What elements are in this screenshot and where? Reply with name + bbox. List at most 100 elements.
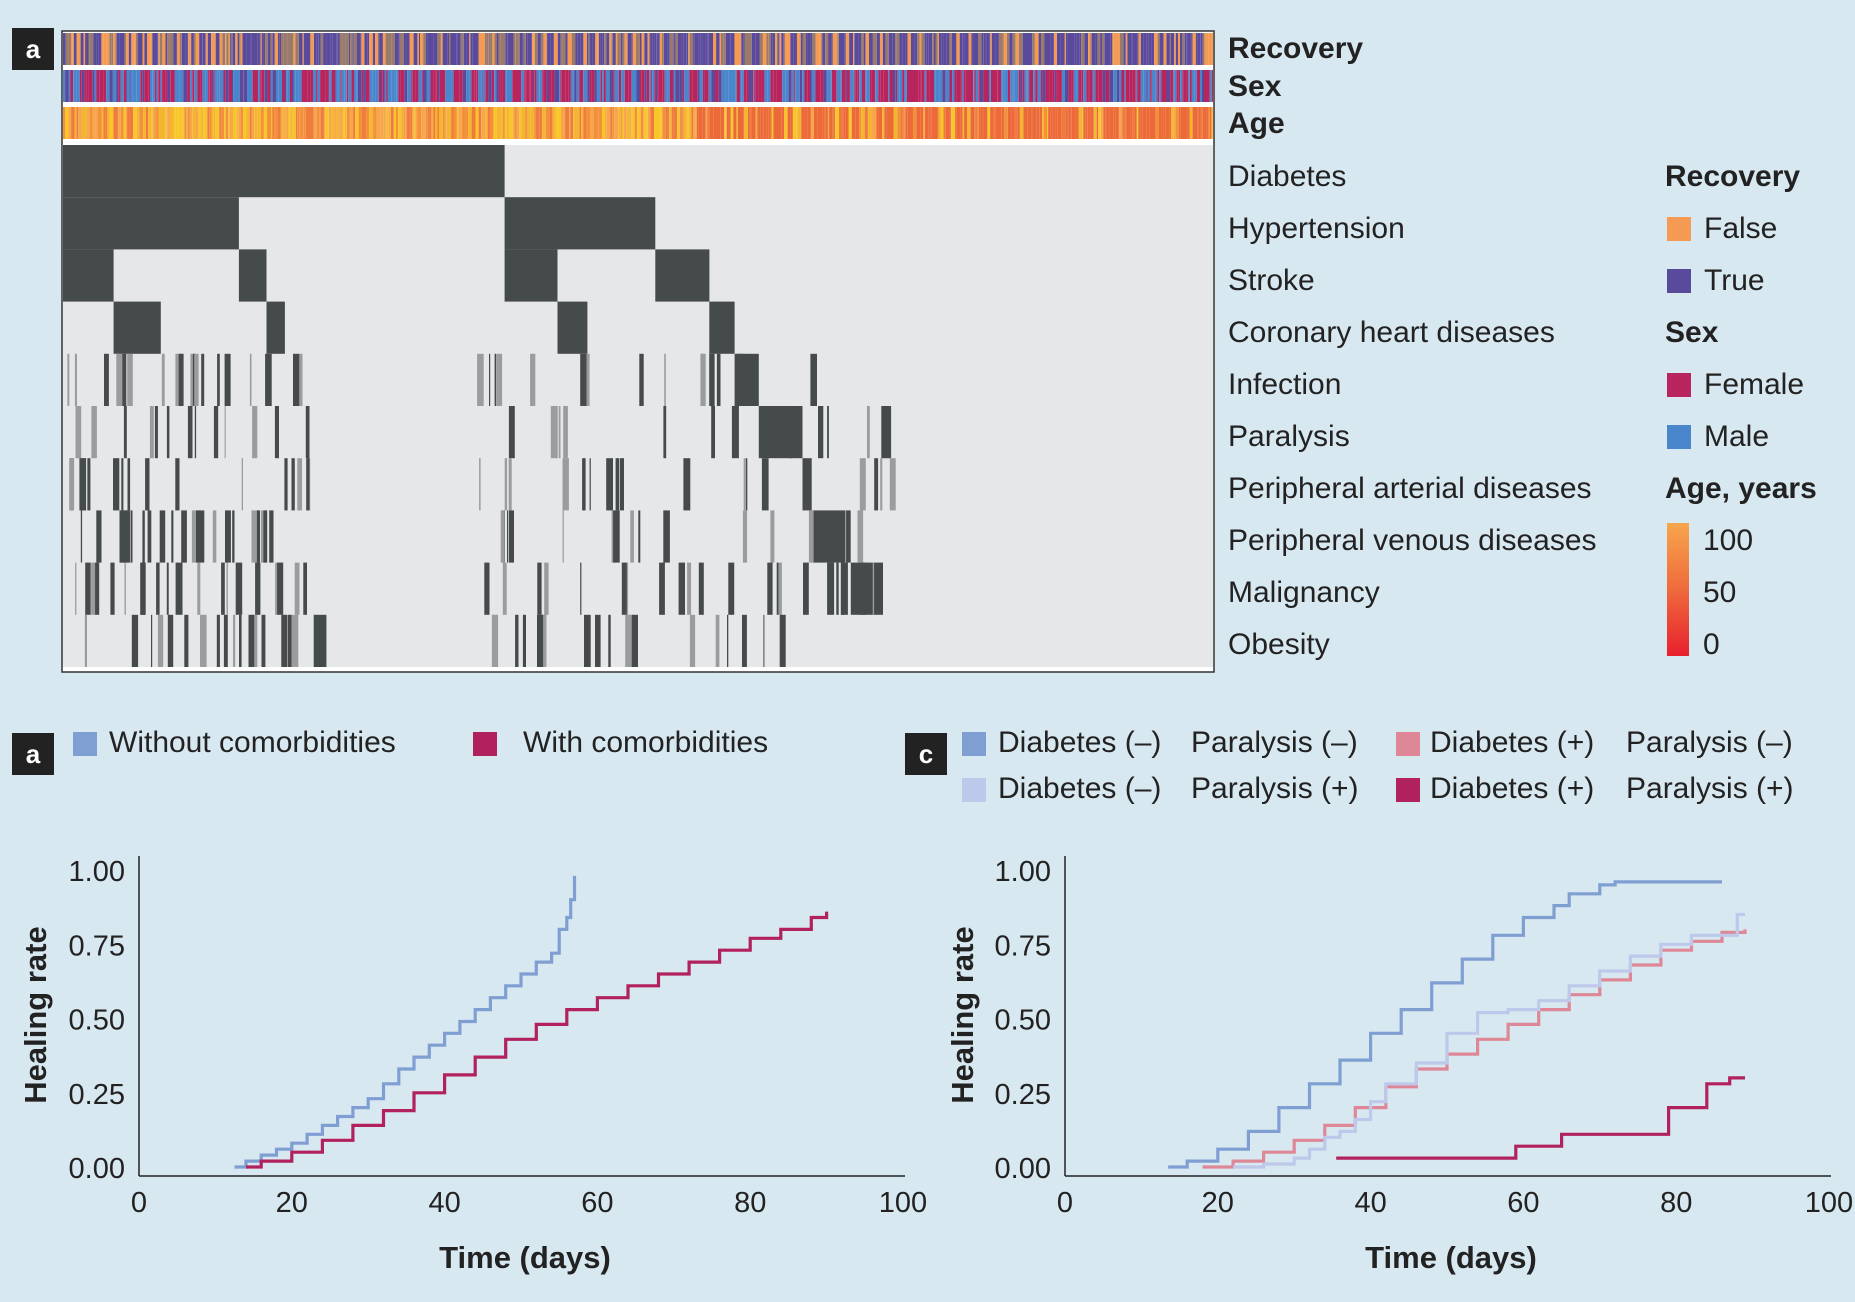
track-stripe	[779, 70, 783, 102]
track-stripe	[451, 107, 454, 139]
track-stripe	[1097, 33, 1100, 65]
track-stripe	[1134, 33, 1138, 65]
track-stripe	[962, 107, 965, 139]
matrix-mark	[500, 510, 505, 563]
track-stripe	[152, 107, 156, 139]
track-stripe	[841, 70, 846, 102]
track-stripe	[1182, 33, 1185, 65]
matrix-mark	[659, 562, 665, 615]
track-stripe	[754, 70, 756, 102]
track-stripe	[778, 107, 782, 139]
plot-c-xlabel: Time (days)	[1365, 1240, 1537, 1275]
track-stripe	[132, 70, 137, 102]
track-stripe	[985, 33, 987, 65]
plot-c-series-line	[1168, 880, 1722, 1169]
track-stripe	[677, 107, 680, 139]
track-stripe	[384, 70, 387, 102]
track-stripe	[615, 33, 618, 65]
matrix-mark	[537, 614, 544, 667]
track-stripe	[1047, 33, 1051, 65]
track-stripe	[926, 33, 929, 65]
track-stripe	[485, 70, 489, 102]
track-stripe	[89, 33, 94, 65]
matrix-mark	[742, 510, 748, 563]
track-stripe	[346, 70, 349, 102]
track-stripe	[179, 33, 182, 65]
matrix-mark	[540, 614, 547, 667]
track-stripe	[817, 107, 819, 139]
track-stripe	[968, 70, 971, 102]
track-stripe	[98, 33, 102, 65]
track-stripe	[142, 33, 145, 65]
matrix-mark	[171, 510, 174, 563]
legend-age-0: 0	[1703, 628, 1720, 661]
track-stripe	[1015, 33, 1019, 65]
track-stripe	[807, 70, 810, 102]
track-stripe	[935, 70, 937, 102]
track-stripe	[782, 70, 786, 102]
track-stripe	[1137, 70, 1141, 102]
matrix-mark	[75, 562, 77, 615]
track-stripe	[136, 70, 141, 102]
track-stripe	[156, 70, 159, 102]
track-stripe	[515, 33, 519, 65]
track-stripe	[457, 70, 460, 102]
matrix-mark	[477, 353, 484, 406]
track-stripe	[254, 33, 258, 65]
track-stripe	[382, 70, 385, 102]
track-stripe	[621, 70, 625, 102]
track-stripe	[320, 33, 324, 65]
matrix-block	[63, 197, 239, 250]
track-stripe	[1074, 33, 1077, 65]
track-stripe	[997, 70, 1002, 102]
track-stripe	[579, 107, 582, 139]
track-stripe	[792, 107, 797, 139]
track-stripe	[939, 33, 942, 65]
track-stripe	[369, 33, 373, 65]
track-stripe	[700, 33, 703, 65]
track-stripe	[932, 33, 934, 65]
matrix-mark	[613, 510, 620, 563]
track-stripe	[626, 107, 629, 139]
track-stripe	[1008, 70, 1011, 102]
track-stripe	[721, 70, 726, 102]
legend-age-50: 50	[1703, 576, 1737, 609]
track-stripe	[895, 33, 897, 65]
track-stripe	[409, 33, 414, 65]
track-stripe	[735, 70, 737, 102]
matrix-mark	[196, 510, 200, 563]
track-stripe	[260, 33, 262, 65]
track-stripe	[781, 107, 785, 139]
track-stripe	[773, 107, 775, 139]
matrix-mark	[288, 614, 292, 667]
track-stripe	[364, 33, 368, 65]
track-stripe	[331, 70, 336, 102]
matrix-mark	[216, 614, 220, 667]
matrix-blocks	[63, 145, 896, 667]
track-stripe	[215, 107, 220, 139]
plot-c-ytick-label: 0.25	[995, 1079, 1051, 1111]
track-stripe	[423, 33, 426, 65]
track-stripe	[863, 33, 866, 65]
track-stripe	[178, 107, 183, 139]
track-stripe	[1032, 107, 1037, 139]
track-stripe	[618, 107, 622, 139]
track-stripe	[519, 33, 522, 65]
track-stripe	[154, 70, 157, 102]
track-stripe	[388, 107, 391, 139]
track-stripe	[725, 33, 728, 65]
matrix-mark	[803, 562, 809, 615]
track-stripe	[326, 33, 331, 65]
track-stripe	[413, 33, 418, 65]
track-stripe	[640, 70, 642, 102]
track-stripe	[660, 107, 663, 139]
track-stripe	[336, 107, 340, 139]
track-stripe	[115, 33, 117, 65]
track-stripe	[466, 70, 470, 102]
track-stripe	[540, 33, 544, 65]
track-stripe	[916, 107, 921, 139]
track-stripe	[407, 70, 412, 102]
track-stripe	[650, 107, 654, 139]
track-stripe	[902, 70, 904, 102]
matrix-mark	[291, 614, 299, 667]
